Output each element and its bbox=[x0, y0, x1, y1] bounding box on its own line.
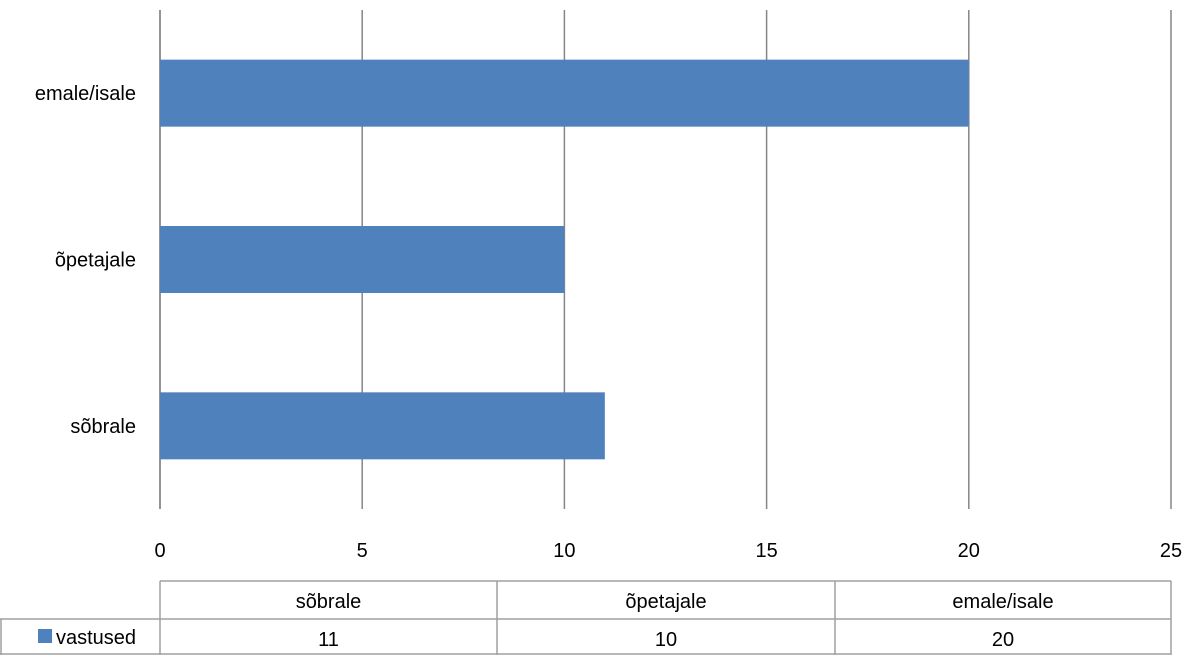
x-tick-label: 5 bbox=[357, 540, 368, 562]
bar-emale/isale bbox=[160, 59, 969, 127]
table-header-cell: emale/isale bbox=[952, 591, 1053, 613]
x-tick-labels: 0 5 10 15 20 25 bbox=[154, 540, 1182, 562]
table-header-cell: õpetajale bbox=[625, 591, 706, 613]
legend-label: vastused bbox=[56, 627, 136, 649]
data-table: sõbrale õpetajale emale/isale vastused 11 10 2… bbox=[0, 580, 1172, 655]
bar-sõbrale bbox=[160, 392, 605, 460]
x-tick-label: 20 bbox=[958, 540, 980, 562]
bar-õpetajale bbox=[160, 226, 565, 293]
x-tick-label: 25 bbox=[1160, 540, 1182, 562]
category-labels: sõbrale õpetajale emale/isale bbox=[35, 83, 136, 438]
table-value-cell: 10 bbox=[655, 629, 677, 651]
table-value-cell: 11 bbox=[318, 629, 339, 651]
category-label: sõbrale bbox=[70, 416, 136, 438]
legend-swatch bbox=[38, 629, 52, 643]
category-label: õpetajale bbox=[55, 250, 136, 272]
category-label: emale/isale bbox=[35, 83, 136, 105]
x-tick-label: 0 bbox=[154, 540, 165, 562]
bars bbox=[160, 59, 969, 460]
x-tick-label: 10 bbox=[553, 540, 575, 562]
x-tick-label: 15 bbox=[755, 540, 777, 562]
table-header-cell: sõbrale bbox=[296, 591, 362, 613]
table-value-cell: 20 bbox=[992, 629, 1014, 651]
